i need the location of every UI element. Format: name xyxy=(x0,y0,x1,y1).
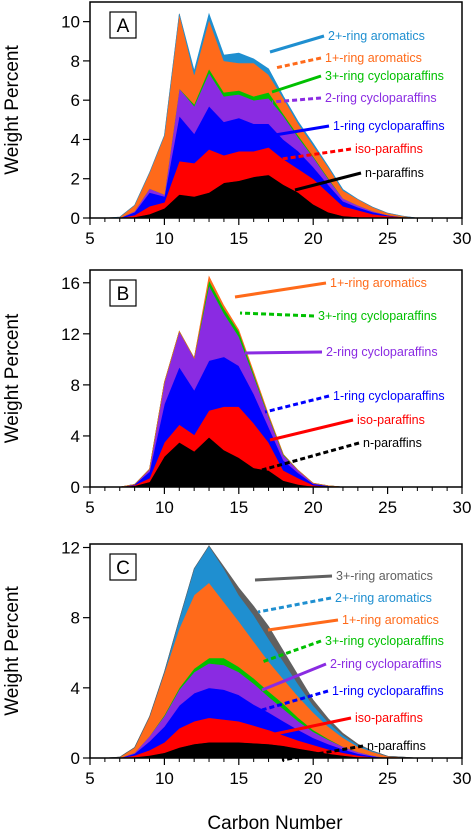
label-leader-line xyxy=(271,96,322,104)
series-label: 3+-ring cycloparaffins xyxy=(318,309,437,323)
x-tick-label: 30 xyxy=(453,498,472,517)
label-leader-line xyxy=(261,662,327,692)
label-leader-line xyxy=(281,744,364,762)
panel-b: 5 10 15 20 25 30 0 4 8 12 16 Weight Percent B 1+-ring… xyxy=(2,269,472,517)
x-tick-label: 5 xyxy=(85,229,94,248)
series-label: 1+-ring aromatics xyxy=(330,276,427,290)
x-tick-label: 15 xyxy=(229,498,248,517)
series-label: n-paraffins xyxy=(363,436,422,450)
y-tick-label: 16 xyxy=(61,274,80,293)
label-leader-line xyxy=(261,639,322,664)
x-tick-label: 30 xyxy=(453,769,472,788)
x-tick-label: 5 xyxy=(85,769,94,788)
x-tick-label: 15 xyxy=(229,769,248,788)
y-tick-label: 8 xyxy=(71,376,80,395)
panel-a: 5 10 15 20 25 30 0 2 4 6 8 10 Weight Percent A 2+-ring… xyxy=(2,1,472,248)
x-tick-label: 25 xyxy=(378,769,397,788)
label-leader-line xyxy=(294,171,362,192)
panel-letter: C xyxy=(116,558,130,579)
y-tick-label: 12 xyxy=(61,325,80,344)
x-tick-label: 25 xyxy=(378,498,397,517)
label-leader-line xyxy=(271,74,322,94)
label-leader-line xyxy=(274,147,352,162)
area-2-ring-aromatics xyxy=(104,12,462,219)
y-tick-label: 0 xyxy=(71,209,80,228)
area-3-ring-aromatics xyxy=(104,545,462,759)
series-label: iso-paraffins xyxy=(357,413,425,427)
y-tick-label: 6 xyxy=(71,91,80,110)
panel-letter-box xyxy=(109,279,137,307)
y-tick-label: 4 xyxy=(71,130,80,149)
y-tick-label: 8 xyxy=(71,52,80,71)
series-label: 1-ring cycloparaffins xyxy=(332,684,444,698)
series-label: 2+-ring aromatics xyxy=(328,29,425,43)
label-leader-line xyxy=(234,281,327,299)
panel-letter-box xyxy=(109,553,137,581)
label-leader-line xyxy=(269,716,352,737)
label-leader-line xyxy=(274,124,330,137)
series-label: 1+-ring aromatics xyxy=(325,51,422,65)
series-label: iso-paraffins xyxy=(355,142,423,156)
y-tick-label: 12 xyxy=(61,539,80,558)
label-leader-line xyxy=(264,394,330,414)
label-leader-line xyxy=(254,574,333,582)
plot-frame xyxy=(89,543,463,759)
x-tick-label: 20 xyxy=(304,229,323,248)
y-tick-label: 8 xyxy=(71,609,80,628)
x-tick-label: 20 xyxy=(304,498,323,517)
x-tick-label: 10 xyxy=(155,769,174,788)
label-leader-line xyxy=(269,34,325,54)
y-axis-title: Weight Percent xyxy=(2,45,23,175)
plot-frame xyxy=(89,1,463,219)
label-leader-line xyxy=(269,418,354,442)
series-label: 3+-ring cycloparaffins xyxy=(325,69,444,83)
series-label: n-paraffins xyxy=(365,166,424,180)
x-tick-label: 30 xyxy=(453,229,472,248)
y-tick-label: 4 xyxy=(71,679,80,698)
y-tick-label: 0 xyxy=(71,749,80,768)
series-label: n-paraffins xyxy=(367,739,426,753)
series-label: 2-ring cycloparaffins xyxy=(326,345,438,359)
label-leader-line xyxy=(274,56,322,70)
x-tick-label: 25 xyxy=(378,229,397,248)
y-tick-label: 2 xyxy=(71,170,80,189)
x-tick-label: 15 xyxy=(229,229,248,248)
x-tick-label: 10 xyxy=(155,498,174,517)
series-label: iso-paraffins xyxy=(355,711,423,725)
label-leader-line xyxy=(239,311,315,318)
series-label: 2-ring cycloparaffins xyxy=(330,657,442,671)
panel-letter: A xyxy=(117,16,130,37)
label-leader-line xyxy=(261,689,329,712)
panel-c: 5 10 15 20 25 30 0 4 8 12 Weight Percent C 3+-ring a… xyxy=(2,539,471,788)
label-leader-line xyxy=(267,618,339,632)
y-tick-label: 0 xyxy=(71,478,80,497)
y-tick-label: 4 xyxy=(71,427,80,446)
label-leader-line xyxy=(261,441,360,472)
series-label: 1+-ring aromatics xyxy=(342,613,439,627)
series-label: 2-ring cycloparaffins xyxy=(325,91,437,105)
panel-letter: B xyxy=(117,284,130,305)
x-axis-title: Carbon Number xyxy=(207,813,343,832)
x-tick-label: 5 xyxy=(85,498,94,517)
x-tick-label: 20 xyxy=(304,769,323,788)
label-leader-line xyxy=(244,350,323,355)
label-leader-line xyxy=(257,596,332,614)
series-label: 3+-ring aromatics xyxy=(336,569,433,583)
plot-frame xyxy=(89,269,463,488)
area-1-ring-aromatics xyxy=(104,275,462,488)
series-label: 1-ring cycloparaffins xyxy=(333,389,445,403)
y-axis-title: Weight Percent xyxy=(2,586,23,716)
y-axis-title: Weight Percent xyxy=(2,313,23,443)
series-label: 1-ring cycloparaffins xyxy=(333,119,445,133)
series-label: 2+-ring aromatics xyxy=(335,591,432,605)
panel-letter-box xyxy=(109,11,137,39)
series-label: 3+-ring cycloparaffins xyxy=(325,634,444,648)
y-tick-label: 10 xyxy=(61,13,80,32)
x-tick-label: 10 xyxy=(155,229,174,248)
